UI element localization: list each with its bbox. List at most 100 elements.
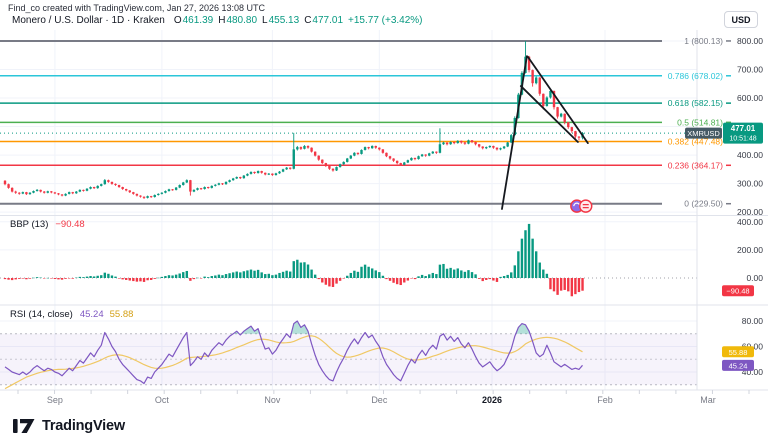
candle (296, 147, 299, 150)
sticker-icon-red[interactable] (579, 199, 593, 213)
bbp-bar (399, 278, 402, 286)
bbp-bar (110, 275, 114, 278)
bbp-bar (381, 275, 385, 278)
bbp-bar (370, 268, 374, 278)
bbp-bar (335, 278, 338, 284)
candle (53, 192, 57, 194)
bbp-bar (46, 277, 49, 279)
bbp-bar (89, 276, 92, 278)
candle (196, 188, 199, 190)
tradingview-logo[interactable]: TradingView (13, 417, 125, 435)
candle (346, 158, 349, 162)
candle (338, 164, 342, 168)
candle (171, 189, 174, 191)
bbp-bar (203, 276, 206, 278)
bbp-bar (474, 274, 477, 278)
candle (463, 142, 467, 144)
bbp-bar (207, 277, 210, 278)
rsi-value-badge-text: 45.24 (729, 361, 748, 370)
bbp-bar (574, 278, 577, 295)
bbp-bar (452, 269, 456, 278)
bbp-bar (520, 238, 524, 278)
symbol-price-label (685, 127, 722, 139)
candle (153, 195, 156, 198)
candle (78, 189, 82, 192)
bbp-bar (75, 277, 78, 279)
candle (235, 177, 238, 179)
candle (246, 173, 249, 176)
bbp-bar (157, 277, 160, 279)
bbp-title[interactable]: BBP (13) (10, 219, 49, 230)
rsi-title[interactable]: RSI (14, close) (10, 309, 73, 320)
bbp-bar (424, 276, 427, 278)
candle (132, 192, 135, 194)
bbp-bar (374, 270, 377, 278)
candle (417, 156, 420, 160)
price-axis-label: 200.00 (737, 207, 763, 217)
candle (399, 163, 402, 165)
bbp-bar (563, 278, 566, 290)
candle (117, 185, 121, 188)
candle (303, 145, 306, 149)
candle (89, 187, 92, 189)
currency-unit-button[interactable]: USD (724, 11, 758, 28)
time-axis-label: Nov (264, 395, 281, 405)
candle (110, 181, 114, 184)
bbp-bar (338, 278, 342, 281)
bbp-bar (214, 275, 217, 278)
bbp-bar (392, 278, 395, 283)
price-axis-label: 400.00 (737, 150, 763, 160)
rsi-band (0, 333, 697, 385)
bbp-bar (413, 278, 417, 280)
candle (224, 181, 228, 185)
candle (289, 167, 292, 169)
fib-level-label: 0.236 (364.17) (668, 160, 723, 170)
bbp-bar (477, 278, 481, 279)
bbp-bar (164, 276, 167, 278)
candle (388, 156, 392, 159)
bbp-bar (552, 278, 556, 292)
bbp-bar (385, 278, 388, 280)
bbp-bar (417, 276, 420, 278)
bbp-bar (107, 273, 110, 278)
bbp-bar (502, 276, 506, 278)
bbp-bar (32, 277, 35, 279)
bbp-bar (71, 278, 74, 279)
candle (185, 180, 189, 183)
symbol-title[interactable]: Monero / U.S. Dollar · 1D · Kraken (12, 15, 165, 26)
bbp-bar (85, 276, 89, 278)
bbp-bar (57, 278, 60, 280)
bbp-bar (146, 278, 149, 281)
candle (25, 192, 28, 195)
candle (481, 146, 484, 149)
trend-line-drawing[interactable] (501, 55, 528, 210)
candle (420, 154, 424, 157)
bbp-axis-label: 400.00 (737, 217, 763, 227)
bbp-bar (235, 271, 238, 278)
bbp-bar (570, 278, 574, 297)
bbp-axis-label: 0.00 (746, 273, 763, 283)
bbp-bar (531, 238, 534, 278)
bbp-bar (278, 272, 281, 278)
candle (64, 193, 67, 196)
candle (442, 142, 445, 145)
bbp-bar (96, 275, 99, 278)
close-value: 477.01 (312, 15, 344, 26)
candle (167, 189, 171, 192)
candle (328, 165, 331, 169)
trend-line-drawing[interactable] (519, 85, 579, 143)
candle (310, 147, 313, 152)
trend-line-drawing[interactable] (527, 56, 589, 145)
bbp-bar (342, 278, 345, 279)
candle (146, 196, 149, 198)
rsi-indicator-legend: RSI (14, close) 45.24 55.88 (10, 309, 133, 320)
bbp-bar (14, 278, 17, 280)
bbp-bar (488, 278, 492, 280)
bbp-bar (142, 278, 146, 282)
bbp-bar (267, 273, 271, 278)
bar-countdown: 10:51:48 (729, 136, 756, 143)
candle (267, 173, 271, 175)
candle (538, 77, 541, 94)
candle (125, 189, 128, 191)
